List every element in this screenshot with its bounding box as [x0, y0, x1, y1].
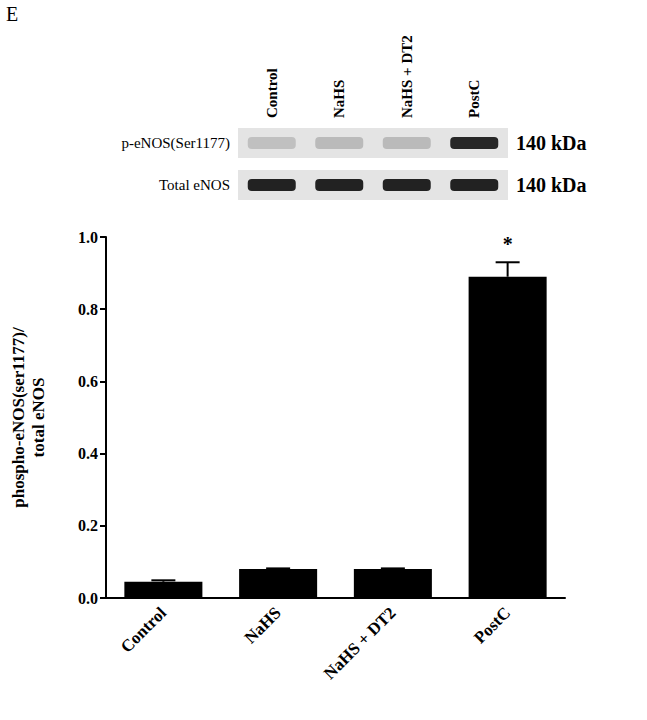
svg-text:total eNOS: total eNOS	[29, 378, 48, 458]
svg-text:PostC: PostC	[466, 80, 482, 118]
svg-text:NaHS + DT2: NaHS + DT2	[320, 603, 400, 683]
svg-text:0.8: 0.8	[78, 301, 98, 318]
svg-text:0.4: 0.4	[78, 445, 98, 462]
svg-text:Control: Control	[117, 603, 170, 656]
svg-text:NaHS + DT2: NaHS + DT2	[399, 35, 415, 118]
svg-text:140 kDa: 140 kDa	[516, 174, 587, 196]
svg-text:PostC: PostC	[470, 603, 514, 647]
svg-text:NaHS: NaHS	[241, 603, 285, 647]
svg-text:p-eNOS(Ser1177): p-eNOS(Ser1177)	[121, 135, 230, 152]
svg-text:NaHS: NaHS	[331, 80, 347, 118]
svg-text:Total eNOS: Total eNOS	[159, 177, 230, 193]
svg-text:Control: Control	[264, 68, 280, 118]
svg-text:0.6: 0.6	[78, 373, 98, 390]
svg-text:0.2: 0.2	[78, 517, 98, 534]
svg-text:phospho-eNOS(ser1177)/: phospho-eNOS(ser1177)/	[9, 327, 28, 508]
svg-text:1.0: 1.0	[78, 229, 98, 246]
svg-text:E: E	[6, 3, 18, 25]
svg-text:0.0: 0.0	[78, 590, 98, 607]
svg-text:140 kDa: 140 kDa	[516, 132, 587, 154]
svg-text:*: *	[503, 233, 513, 255]
